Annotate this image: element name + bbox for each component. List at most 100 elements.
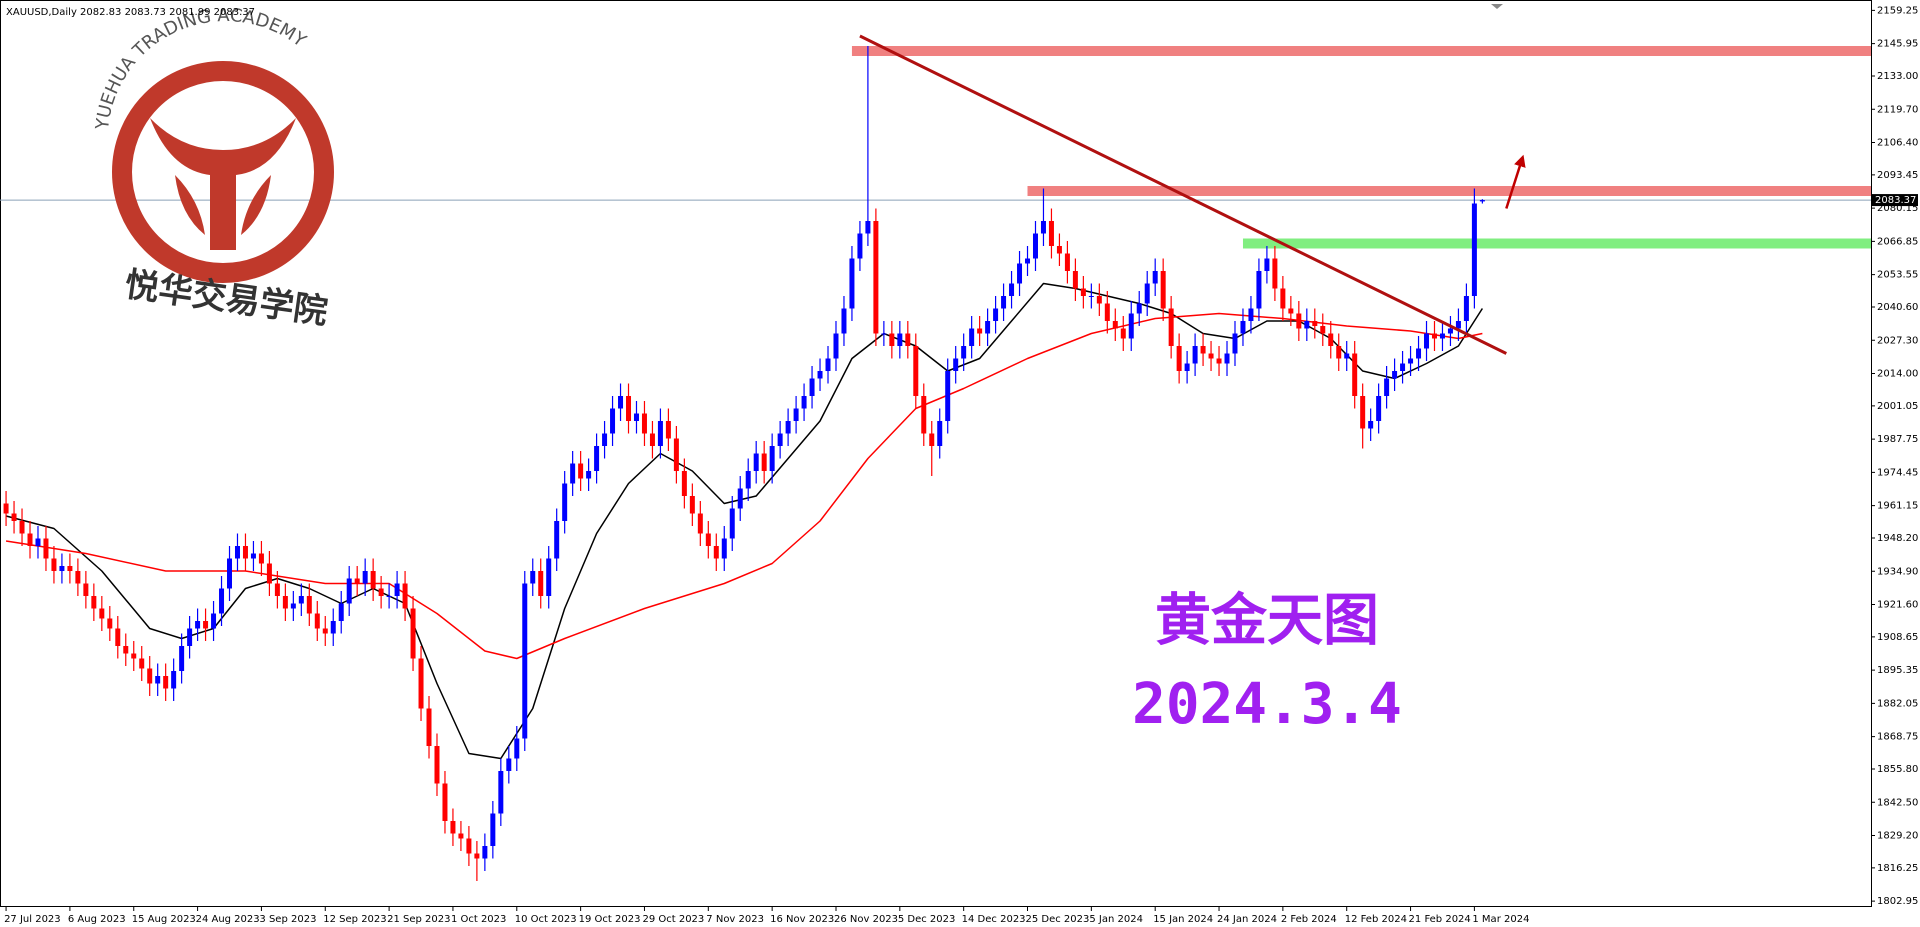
candle-body bbox=[107, 618, 113, 629]
candle-body bbox=[258, 553, 264, 564]
candle-body bbox=[1455, 321, 1461, 329]
candle-body bbox=[1256, 271, 1262, 309]
x-tick-label: 2 Feb 2024 bbox=[1281, 914, 1337, 925]
candle-body bbox=[354, 578, 360, 584]
candle-body bbox=[1096, 296, 1102, 304]
y-tick-label: 2014.00 bbox=[1877, 369, 1918, 380]
y-tick-label: 1802.95 bbox=[1877, 896, 1918, 907]
candle-body bbox=[969, 328, 975, 346]
candle-body bbox=[99, 608, 105, 619]
candle-body bbox=[1248, 308, 1254, 321]
x-tick-label: 24 Aug 2023 bbox=[196, 914, 260, 925]
candle-body bbox=[386, 596, 392, 597]
candle-body bbox=[586, 471, 592, 479]
last-price-label: 2083.37 bbox=[1875, 195, 1916, 206]
candle-body bbox=[897, 333, 903, 346]
candle-body bbox=[330, 621, 336, 634]
candle-body bbox=[123, 646, 129, 654]
candle-body bbox=[761, 453, 767, 471]
y-tick-label: 2159.25 bbox=[1877, 5, 1918, 16]
logo-leaf bbox=[175, 175, 271, 235]
candle-body bbox=[195, 621, 201, 629]
candle-body bbox=[466, 838, 472, 854]
y-tick-label: 1921.60 bbox=[1877, 600, 1918, 611]
y-tick-label: 1855.80 bbox=[1877, 764, 1918, 775]
y-tick-label: 1987.75 bbox=[1877, 434, 1918, 445]
x-tick-label: 1 Mar 2024 bbox=[1472, 914, 1529, 925]
y-tick-label: 1842.50 bbox=[1877, 797, 1918, 808]
trendline bbox=[859, 34, 1507, 355]
x-tick-label: 26 Nov 2023 bbox=[834, 914, 898, 925]
candle-body bbox=[1168, 308, 1174, 346]
candle-body bbox=[618, 396, 624, 409]
candle-body bbox=[793, 408, 799, 421]
x-tick-label: 5 Jan 2024 bbox=[1089, 914, 1143, 925]
y-tick-label: 1868.75 bbox=[1877, 732, 1918, 743]
candle-body bbox=[633, 413, 639, 421]
candle-body bbox=[219, 588, 225, 614]
candle-body bbox=[115, 628, 121, 646]
y-tick-label: 2106.40 bbox=[1877, 138, 1918, 149]
candle-body bbox=[402, 583, 408, 609]
x-tick-label: 25 Dec 2023 bbox=[1026, 914, 1090, 925]
candle-body bbox=[753, 453, 759, 471]
x-tick-label: 12 Sep 2023 bbox=[323, 914, 386, 925]
candle-body bbox=[418, 658, 424, 709]
candle-body bbox=[43, 538, 49, 559]
candle-body bbox=[777, 433, 783, 446]
candle-body bbox=[434, 746, 440, 784]
candle-body bbox=[673, 438, 679, 471]
candle-body bbox=[91, 596, 97, 609]
plot-layer bbox=[0, 34, 1871, 881]
candle-body bbox=[721, 538, 727, 559]
y-tick-label: 2119.70 bbox=[1877, 104, 1918, 115]
candle-body bbox=[1336, 346, 1342, 359]
candle-body bbox=[1160, 271, 1166, 309]
candle-body bbox=[1288, 308, 1294, 314]
candle-body bbox=[490, 813, 496, 846]
candle-body bbox=[75, 571, 81, 584]
candle-body bbox=[203, 621, 209, 629]
candle-body bbox=[27, 533, 33, 546]
candle-body bbox=[873, 221, 879, 334]
candle-body bbox=[546, 558, 552, 596]
x-tick-label: 21 Sep 2023 bbox=[387, 914, 450, 925]
candle-body bbox=[1152, 271, 1158, 284]
candle-body bbox=[1072, 271, 1078, 289]
candle-body bbox=[705, 533, 711, 546]
candle-body bbox=[817, 371, 823, 379]
candle-body bbox=[1144, 283, 1150, 304]
candle-body bbox=[657, 421, 663, 446]
candle-body bbox=[1272, 258, 1278, 289]
candle-body bbox=[19, 521, 25, 534]
candle-body bbox=[929, 433, 935, 446]
candle-body bbox=[3, 503, 9, 514]
candle-body bbox=[266, 563, 272, 584]
last-price-box bbox=[1872, 194, 1918, 207]
candle-body bbox=[1216, 358, 1222, 364]
candle-body bbox=[1001, 296, 1007, 309]
candle-body bbox=[1344, 353, 1350, 359]
x-tick-label: 15 Aug 2023 bbox=[132, 914, 196, 925]
candle-body bbox=[35, 538, 41, 546]
candle-body bbox=[227, 558, 233, 589]
candle-body bbox=[1112, 321, 1118, 329]
candle-body bbox=[131, 653, 137, 659]
candle-body bbox=[1017, 263, 1023, 284]
candle-body bbox=[1064, 253, 1070, 271]
candle-body bbox=[1431, 333, 1437, 339]
candle-body bbox=[1312, 321, 1318, 326]
chart-title: XAUUSD,Daily 2082.83 2083.73 2081.99 208… bbox=[6, 7, 255, 18]
candle-body bbox=[1376, 396, 1382, 421]
logo-ring bbox=[112, 61, 334, 283]
candle-body bbox=[665, 421, 671, 439]
x-tick-label: 21 Feb 2024 bbox=[1409, 914, 1471, 925]
candle-body bbox=[713, 546, 719, 559]
candle-body bbox=[570, 463, 576, 484]
candle-body bbox=[1128, 313, 1134, 339]
candle-body bbox=[1304, 321, 1310, 329]
candle-body bbox=[290, 603, 296, 609]
candle-body bbox=[370, 571, 376, 589]
